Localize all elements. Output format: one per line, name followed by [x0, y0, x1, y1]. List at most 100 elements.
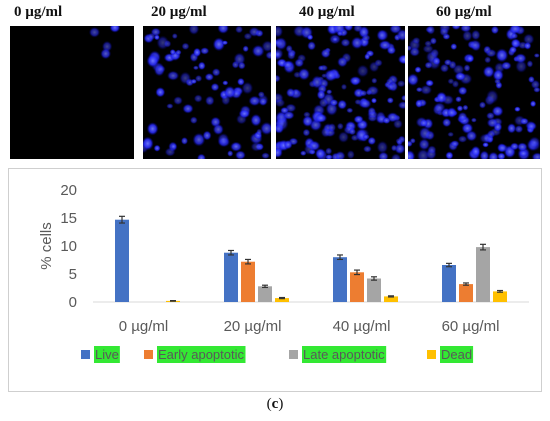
bar-late-3	[476, 247, 490, 302]
nucleus	[222, 80, 229, 86]
nucleus	[260, 121, 271, 136]
error-bar	[388, 295, 394, 298]
nucleus	[306, 34, 314, 41]
nucleus	[349, 76, 362, 86]
nucleus	[528, 75, 535, 84]
nucleus	[457, 86, 468, 96]
nucleus	[529, 100, 537, 108]
nucleus	[314, 113, 328, 123]
nucleus	[250, 113, 262, 127]
y-tick-label: 15	[60, 210, 77, 227]
nucleus	[189, 116, 198, 124]
nucleus	[362, 133, 370, 140]
nucleus	[450, 43, 458, 51]
nucleus	[442, 118, 452, 128]
error-bar	[497, 289, 503, 293]
nucleus	[479, 133, 493, 144]
error-bar	[480, 243, 486, 251]
error-bar	[262, 284, 268, 289]
nucleus	[164, 147, 176, 157]
nucleus	[408, 149, 416, 159]
figure-caption: (c)	[266, 396, 284, 412]
nucleus	[193, 47, 202, 58]
nucleus	[495, 48, 509, 63]
legend-label: Dead	[441, 347, 472, 362]
nucleus	[211, 68, 221, 77]
nucleus	[251, 44, 265, 58]
nucleus	[457, 135, 468, 143]
nucleus	[454, 71, 466, 81]
nucleus	[382, 117, 391, 124]
nucleus	[419, 118, 428, 128]
x-tick-label: 60 µg/ml	[442, 318, 500, 335]
nucleus	[514, 106, 521, 112]
nucleus	[412, 36, 421, 45]
nucleus	[470, 117, 477, 123]
nucleus	[325, 154, 333, 159]
nucleus	[397, 54, 405, 65]
nucleus	[143, 136, 154, 151]
nucleus	[179, 71, 192, 85]
legend-label: Late apoptotic	[303, 347, 385, 362]
bar-early-1	[241, 261, 255, 302]
legend-highlight	[94, 346, 120, 363]
x-tick-label: 0 µg/ml	[119, 318, 169, 335]
nucleus	[336, 122, 344, 130]
nucleus	[486, 89, 499, 104]
nucleus	[181, 42, 190, 50]
nucleus	[519, 117, 529, 125]
nucleus	[302, 128, 311, 137]
y-tick-label: 5	[69, 266, 77, 283]
legend-swatch	[144, 350, 153, 359]
bar-live-1	[224, 252, 238, 302]
nucleus	[261, 40, 271, 53]
nucleus	[146, 53, 160, 68]
bar-live-2	[333, 257, 347, 302]
nucleus	[526, 60, 534, 68]
error-bar	[463, 282, 469, 286]
nucleus	[533, 86, 540, 93]
nucleus	[307, 41, 316, 51]
legend-highlight	[157, 346, 246, 363]
nucleus	[457, 111, 468, 122]
nucleus	[514, 125, 524, 134]
nucleus	[346, 107, 354, 114]
nucleus	[456, 105, 464, 112]
nucleus	[425, 79, 434, 87]
nucleus	[409, 47, 421, 57]
nucleus	[285, 44, 293, 53]
nucleus	[221, 40, 229, 46]
nucleus	[466, 54, 475, 63]
legend-highlight	[302, 346, 387, 363]
x-tick-label: 40 µg/ml	[333, 318, 391, 335]
nucleus	[166, 103, 174, 109]
nucleus	[426, 26, 436, 35]
nucleus	[109, 26, 121, 33]
nucleus	[395, 138, 403, 144]
nucleus	[509, 26, 522, 35]
nucleus	[516, 142, 528, 152]
nucleus	[156, 65, 166, 73]
nucleus	[212, 37, 226, 52]
nucleus	[256, 128, 263, 136]
nucleus	[336, 30, 343, 37]
nucleus	[340, 83, 348, 91]
nucleus	[471, 29, 481, 41]
nucleus	[485, 48, 497, 58]
nucleus	[353, 115, 364, 124]
legend-swatch	[427, 350, 436, 359]
nucleus	[462, 104, 469, 111]
bar-early-2	[350, 272, 364, 302]
nucleus	[250, 141, 262, 152]
nucleus	[386, 83, 395, 91]
nucleus	[363, 145, 372, 153]
nucleus	[334, 151, 346, 159]
nucleus	[523, 33, 535, 45]
nucleus	[242, 45, 249, 53]
nucleus	[282, 60, 294, 69]
nucleus	[276, 38, 284, 48]
y-tick-label: 10	[60, 238, 77, 255]
nucleus	[497, 143, 509, 153]
nucleus	[350, 36, 364, 50]
nucleus	[376, 29, 388, 42]
